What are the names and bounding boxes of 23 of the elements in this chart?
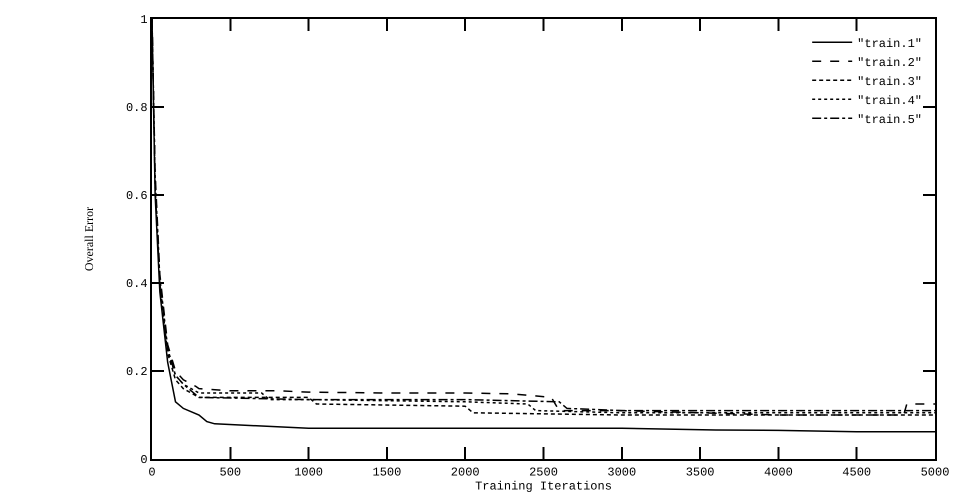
x-tick-label: 2000 [450, 465, 480, 480]
y-tick-label: 0.8 [126, 101, 148, 116]
x-tick-label: 2500 [529, 465, 558, 480]
y-tick-label: 0.4 [126, 277, 148, 292]
x-tick-label: 500 [219, 465, 242, 480]
x-tick-label: 4000 [764, 465, 793, 480]
x-tick-label: 3500 [686, 465, 715, 480]
x-axis-title: Training Iterations [475, 479, 612, 494]
legend-label: "train.5" [857, 112, 922, 127]
x-tick-label: 5000 [920, 465, 950, 480]
y-tick-label: 0 [140, 453, 148, 468]
x-tick-label: 3000 [607, 465, 636, 480]
y-tick-label: 0.2 [126, 365, 148, 380]
legend-label: "train.2" [857, 56, 922, 70]
y-axis-title: Overall Error [82, 206, 96, 272]
x-tick-label: 1500 [372, 465, 402, 480]
legend-label: "train.4" [857, 94, 922, 108]
x-tick-label: 1000 [294, 465, 324, 480]
legend-label: "train.3" [857, 74, 922, 89]
y-tick-label: 1 [140, 13, 148, 28]
y-tick-label: 0.6 [126, 189, 148, 204]
x-tick-label: 4500 [842, 465, 872, 480]
legend-label: "train.1" [857, 36, 922, 51]
